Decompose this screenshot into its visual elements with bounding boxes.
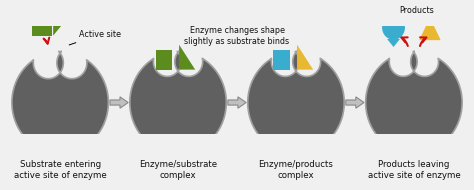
Polygon shape bbox=[228, 97, 246, 108]
Polygon shape bbox=[297, 45, 313, 70]
Text: Substrate: Substrate bbox=[0, 189, 1, 190]
Text: Products: Products bbox=[399, 6, 434, 15]
Polygon shape bbox=[12, 51, 109, 154]
FancyBboxPatch shape bbox=[273, 50, 290, 70]
Text: Enzyme/products
complex: Enzyme/products complex bbox=[258, 160, 333, 180]
Polygon shape bbox=[179, 45, 195, 70]
Polygon shape bbox=[53, 17, 68, 36]
FancyBboxPatch shape bbox=[155, 50, 172, 70]
Text: Products leaving
active site of enzyme: Products leaving active site of enzyme bbox=[367, 160, 460, 180]
Polygon shape bbox=[346, 97, 364, 108]
Text: Active site: Active site bbox=[69, 30, 121, 45]
Polygon shape bbox=[32, 17, 52, 36]
Text: Enzyme changes shape
slightly as substrate binds: Enzyme changes shape slightly as substra… bbox=[184, 26, 290, 46]
Polygon shape bbox=[110, 97, 128, 108]
Polygon shape bbox=[365, 51, 462, 154]
Polygon shape bbox=[248, 51, 344, 154]
Text: Substrate entering
active site of enzyme: Substrate entering active site of enzyme bbox=[14, 160, 107, 180]
Polygon shape bbox=[387, 39, 400, 47]
Circle shape bbox=[383, 16, 404, 39]
Polygon shape bbox=[130, 51, 226, 154]
Text: Enzyme/substrate
complex: Enzyme/substrate complex bbox=[139, 160, 217, 180]
Polygon shape bbox=[419, 17, 441, 40]
